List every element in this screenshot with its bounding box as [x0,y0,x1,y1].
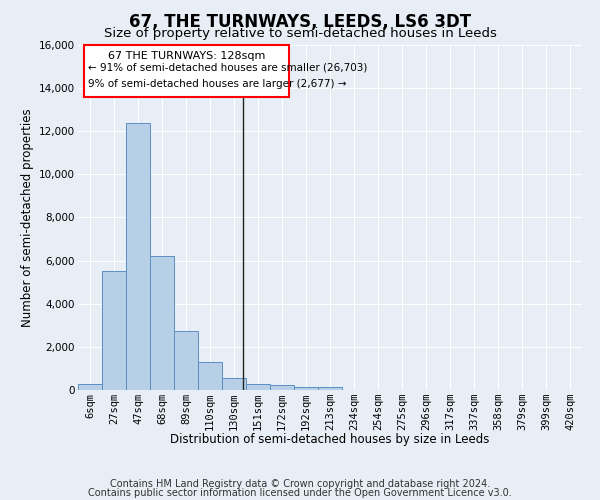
Text: 67 THE TURNWAYS: 128sqm: 67 THE TURNWAYS: 128sqm [108,51,265,61]
Bar [102,272,126,390]
Bar [198,362,222,390]
Bar [78,384,102,390]
Bar [318,388,342,390]
Text: 9% of semi-detached houses are larger (2,677) →: 9% of semi-detached houses are larger (2… [88,79,346,89]
Bar [150,256,174,390]
Bar [174,330,198,390]
Text: Contains public sector information licensed under the Open Government Licence v3: Contains public sector information licen… [88,488,512,498]
Bar [270,386,294,390]
Text: Size of property relative to semi-detached houses in Leeds: Size of property relative to semi-detach… [104,28,496,40]
Bar [294,387,318,390]
Y-axis label: Number of semi-detached properties: Number of semi-detached properties [20,108,34,327]
Text: Contains HM Land Registry data © Crown copyright and database right 2024.: Contains HM Land Registry data © Crown c… [110,479,490,489]
Bar [222,378,246,390]
Bar [246,384,270,390]
Text: 67, THE TURNWAYS, LEEDS, LS6 3DT: 67, THE TURNWAYS, LEEDS, LS6 3DT [129,12,471,30]
X-axis label: Distribution of semi-detached houses by size in Leeds: Distribution of semi-detached houses by … [170,433,490,446]
FancyBboxPatch shape [84,45,289,97]
Text: ← 91% of semi-detached houses are smaller (26,703): ← 91% of semi-detached houses are smalle… [88,62,367,72]
Bar [126,122,150,390]
